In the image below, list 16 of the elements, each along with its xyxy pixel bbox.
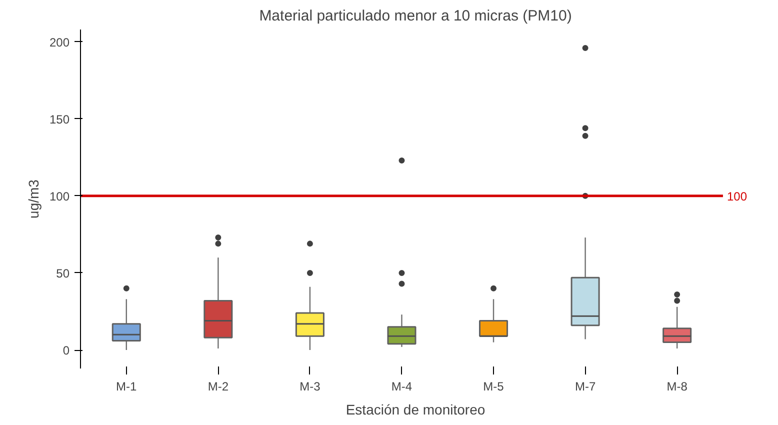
x-tick-label: M-1 (116, 380, 138, 394)
y-tick-label: 200 (49, 35, 70, 50)
x-tick-label: M-7 (574, 380, 596, 394)
x-axis-title: Estación de monitoreo (346, 402, 486, 418)
x-tick-label: M-5 (483, 380, 504, 394)
y-axis-title: ug/m3 (25, 179, 42, 218)
x-tick-label: M-8 (666, 380, 688, 394)
x-tick-label: M-2 (208, 380, 229, 394)
x-tick-label: M-3 (300, 380, 321, 394)
y-tick-label: 100 (49, 189, 70, 204)
y-tick-label: 50 (56, 266, 70, 280)
y-tick-label: 150 (49, 112, 70, 126)
ref-line-label: 100 (726, 189, 748, 204)
chart-title: Material particulado menor a 10 micras (PM10) (259, 8, 572, 24)
y-tick-label: 0 (62, 344, 70, 358)
x-tick-label: M-4 (391, 380, 412, 394)
